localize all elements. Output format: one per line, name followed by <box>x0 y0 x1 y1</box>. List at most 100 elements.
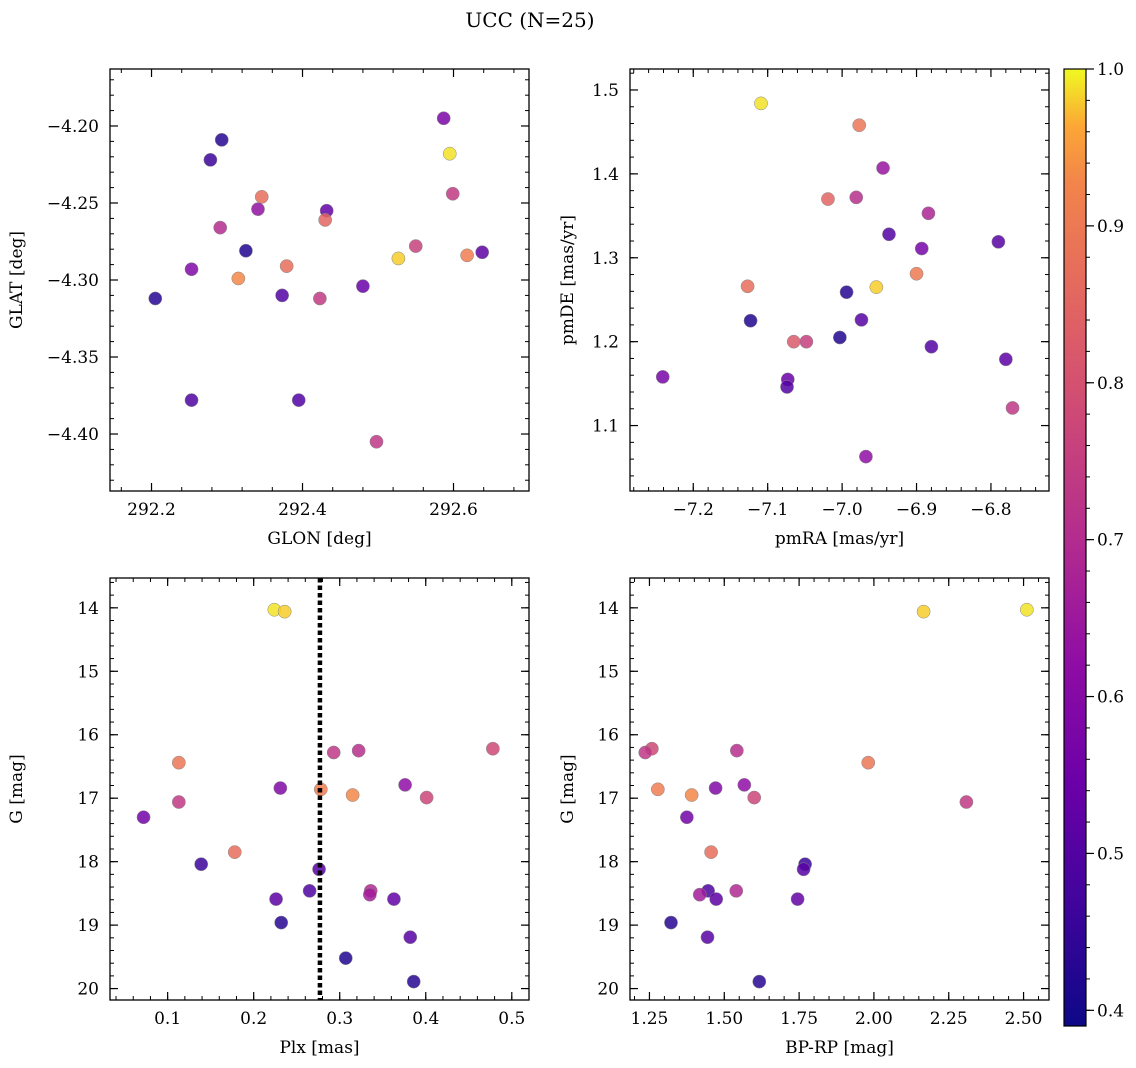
y-axis-label: pmDE [mas/yr] <box>558 215 578 345</box>
y-axis-label: G [mag] <box>558 754 578 823</box>
y-tick-label: 16 <box>77 726 99 746</box>
figure-title: UCC (N=25) <box>465 8 595 32</box>
data-point <box>460 248 474 263</box>
y-tick-label: 16 <box>597 726 619 746</box>
data-point <box>914 241 929 256</box>
data-point <box>839 285 854 300</box>
data-point <box>403 930 418 945</box>
data-point <box>194 857 209 872</box>
data-point <box>1005 401 1020 415</box>
data-point <box>655 370 670 384</box>
data-point <box>729 743 744 758</box>
colorbar-gradient <box>1063 68 1087 1027</box>
data-point <box>709 892 724 906</box>
data-point <box>387 892 401 906</box>
x-tick-label: 1.25 <box>631 1009 669 1029</box>
data-point <box>909 266 924 281</box>
data-point <box>213 220 228 235</box>
data-point <box>274 915 289 930</box>
data-point <box>959 795 974 809</box>
data-point <box>1020 602 1034 617</box>
data-point <box>419 790 434 805</box>
data-point <box>680 810 694 825</box>
colorbar: 0.4 0.5 0.6 0.7 0.8 0.9 1.0 <box>1063 60 1124 1027</box>
data-point <box>369 434 384 449</box>
x-tick-label: 0.5 <box>498 1009 525 1029</box>
panel-glon-glat: 292.2 292.4 292.6 −4.40 −4.35 −4.30 −4.25 −4.20… <box>7 68 530 549</box>
panel-plx-g: 0.1 0.2 0.3 0.4 0.5 14 15 16 17 18 19 20 Plx [mas] G … <box>7 577 530 1058</box>
data-point <box>796 862 811 877</box>
data-point <box>743 313 758 328</box>
data-point <box>692 887 707 902</box>
data-point <box>729 884 744 898</box>
data-point <box>227 845 242 859</box>
colorbar-tick-label: 0.5 <box>1097 844 1124 864</box>
data-point <box>312 862 326 877</box>
x-tick-label: 0.4 <box>412 1009 439 1029</box>
data-point <box>754 96 768 111</box>
data-point <box>318 213 333 227</box>
data-point <box>916 604 931 619</box>
data-point <box>700 930 715 945</box>
data-point <box>273 781 288 795</box>
x-tick-label: 292.2 <box>127 500 176 520</box>
y-tick-label: 20 <box>77 980 99 1000</box>
y-tick-label: 1.4 <box>592 165 619 185</box>
y-tick-label: 1.1 <box>592 417 619 437</box>
y-tick-label: 17 <box>77 789 99 809</box>
data-point <box>876 161 890 175</box>
data-point <box>436 111 451 126</box>
minor-ticks <box>630 69 1049 491</box>
data-point <box>338 951 353 965</box>
data-point <box>708 781 723 795</box>
data-point <box>269 892 283 906</box>
data-point <box>780 380 794 394</box>
y-tick-label: −4.35 <box>47 348 99 368</box>
y-axis-label: GLAT [deg] <box>7 231 27 329</box>
x-tick-label: 2.50 <box>1005 1009 1043 1029</box>
data-point <box>486 741 500 756</box>
data-point <box>799 334 814 349</box>
x-tick-label: 292.4 <box>278 500 327 520</box>
x-tick-label: 0.1 <box>154 1009 181 1029</box>
data-point <box>752 974 767 989</box>
y-tick-label: −4.40 <box>47 425 99 445</box>
y-tick-label: −4.25 <box>47 194 99 214</box>
data-point <box>861 755 876 770</box>
x-axis-label: Plx [mas] <box>279 1038 359 1058</box>
y-tick-label: 19 <box>597 916 619 936</box>
data-point <box>279 259 294 273</box>
x-tick-label: 0.2 <box>240 1009 267 1029</box>
y-tick-label: 14 <box>597 599 619 619</box>
data-point <box>356 279 370 294</box>
data-point <box>214 132 229 147</box>
x-tick-label: −7.2 <box>673 500 714 520</box>
y-axis-label: G [mag] <box>7 754 27 823</box>
data-point <box>184 393 199 407</box>
colorbar-tick-label: 0.4 <box>1097 1001 1124 1021</box>
data-point <box>313 291 327 306</box>
y-tick-label: 14 <box>77 599 99 619</box>
panel-bprp-g: 1.25 1.50 1.75 2.00 2.25 2.50 14 15 16 17 18 19 20 BP… <box>558 577 1050 1058</box>
data-point <box>821 192 835 206</box>
y-tick-label: 15 <box>77 662 99 682</box>
y-tick-label: 18 <box>597 853 619 873</box>
data-point <box>852 118 867 133</box>
data-point <box>849 190 864 205</box>
data-point <box>254 189 269 204</box>
data-point <box>291 393 306 407</box>
data-point <box>704 845 718 859</box>
data-point <box>998 352 1013 367</box>
data-point <box>362 887 377 902</box>
data-point <box>638 745 653 760</box>
data-point <box>231 271 246 286</box>
data-point <box>650 782 665 797</box>
y-tick-label: −4.20 <box>47 117 99 137</box>
data-point <box>921 206 936 221</box>
panel-pmra-pmde: −7.2 −7.1 −7.0 −6.9 −6.8 1.1 1.2 1.3 1.4 1.5 pmRA … <box>558 68 1050 549</box>
y-tick-label: 1.5 <box>592 81 619 101</box>
data-point <box>326 745 341 760</box>
data-point <box>391 251 406 266</box>
x-tick-label: 1.50 <box>705 1009 743 1029</box>
x-axis-label: BP-RP [mag] <box>785 1038 894 1058</box>
